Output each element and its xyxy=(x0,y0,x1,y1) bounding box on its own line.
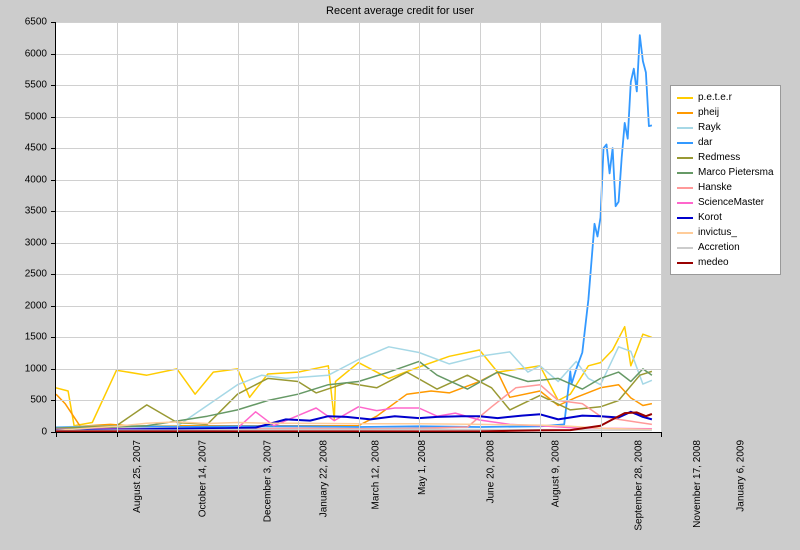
y-tick-label: 5000 xyxy=(0,111,47,122)
legend-item: Accretion xyxy=(677,240,774,255)
legend-swatch xyxy=(677,142,693,144)
legend-item: ScienceMaster xyxy=(677,195,774,210)
legend: p.e.t.e.r pheij Rayk dar Redmess Marco Pieter… xyxy=(670,85,781,275)
y-tick-label: 2000 xyxy=(0,300,47,311)
chart-title: Recent average credit for user xyxy=(0,5,800,17)
y-tick-label: 500 xyxy=(0,395,47,406)
x-tick-label: August 9, 2008 xyxy=(550,440,561,507)
y-tick-label: 0 xyxy=(0,427,47,438)
x-tick-label: March 12, 2008 xyxy=(371,440,382,510)
legend-swatch xyxy=(677,247,693,249)
x-tick-label: October 14, 2007 xyxy=(197,440,208,517)
legend-swatch xyxy=(677,172,693,174)
y-tick-label: 6000 xyxy=(0,48,47,59)
chart-container: Recent average credit for user p.e.t.e.r… xyxy=(0,0,800,550)
legend-swatch xyxy=(677,202,693,204)
y-tick-label: 1500 xyxy=(0,332,47,343)
y-tick-label: 5500 xyxy=(0,80,47,91)
legend-label: Accretion xyxy=(698,242,740,253)
legend-swatch xyxy=(677,157,693,159)
legend-swatch xyxy=(677,262,693,264)
legend-item: Marco Pietersma xyxy=(677,165,774,180)
legend-label: p.e.t.e.r xyxy=(698,92,732,103)
legend-label: Rayk xyxy=(698,122,721,133)
legend-swatch xyxy=(677,127,693,129)
y-tick-label: 3500 xyxy=(0,206,47,217)
x-tick-label: November 17, 2008 xyxy=(691,440,702,528)
y-tick-label: 4000 xyxy=(0,174,47,185)
legend-swatch xyxy=(677,97,693,99)
legend-item: p.e.t.e.r xyxy=(677,90,774,105)
legend-item: medeo xyxy=(677,255,774,270)
legend-swatch xyxy=(677,232,693,234)
legend-item: invictus_ xyxy=(677,225,774,240)
legend-label: Redmess xyxy=(698,152,740,163)
legend-item: dar xyxy=(677,135,774,150)
legend-item: Rayk xyxy=(677,120,774,135)
y-tick-label: 4500 xyxy=(0,143,47,154)
legend-label: medeo xyxy=(698,257,729,268)
y-tick-label: 2500 xyxy=(0,269,47,280)
legend-swatch xyxy=(677,187,693,189)
x-tick-label: January 22, 2008 xyxy=(318,440,329,517)
legend-label: Hanske xyxy=(698,182,732,193)
legend-swatch xyxy=(677,112,693,114)
x-tick-label: June 20, 2008 xyxy=(485,440,496,503)
x-tick-label: August 25, 2007 xyxy=(132,440,143,513)
legend-item: pheij xyxy=(677,105,774,120)
x-tick-label: May 1, 2008 xyxy=(417,440,428,495)
legend-label: Korot xyxy=(698,212,722,223)
legend-label: ScienceMaster xyxy=(698,197,764,208)
x-tick-label: September 28, 2008 xyxy=(634,440,645,531)
legend-label: pheij xyxy=(698,107,719,118)
x-tick-label: January 6, 2009 xyxy=(736,440,747,512)
x-tick-label: December 3, 2007 xyxy=(262,440,273,522)
legend-label: Marco Pietersma xyxy=(698,167,774,178)
legend-item: Korot xyxy=(677,210,774,225)
y-tick-label: 6500 xyxy=(0,17,47,28)
legend-item: Redmess xyxy=(677,150,774,165)
legend-swatch xyxy=(677,217,693,219)
series-line xyxy=(56,347,652,427)
legend-label: dar xyxy=(698,137,712,148)
plot-area xyxy=(55,22,661,433)
y-tick-label: 1000 xyxy=(0,363,47,374)
legend-label: invictus_ xyxy=(698,227,737,238)
y-tick-label: 3000 xyxy=(0,237,47,248)
legend-item: Hanske xyxy=(677,180,774,195)
